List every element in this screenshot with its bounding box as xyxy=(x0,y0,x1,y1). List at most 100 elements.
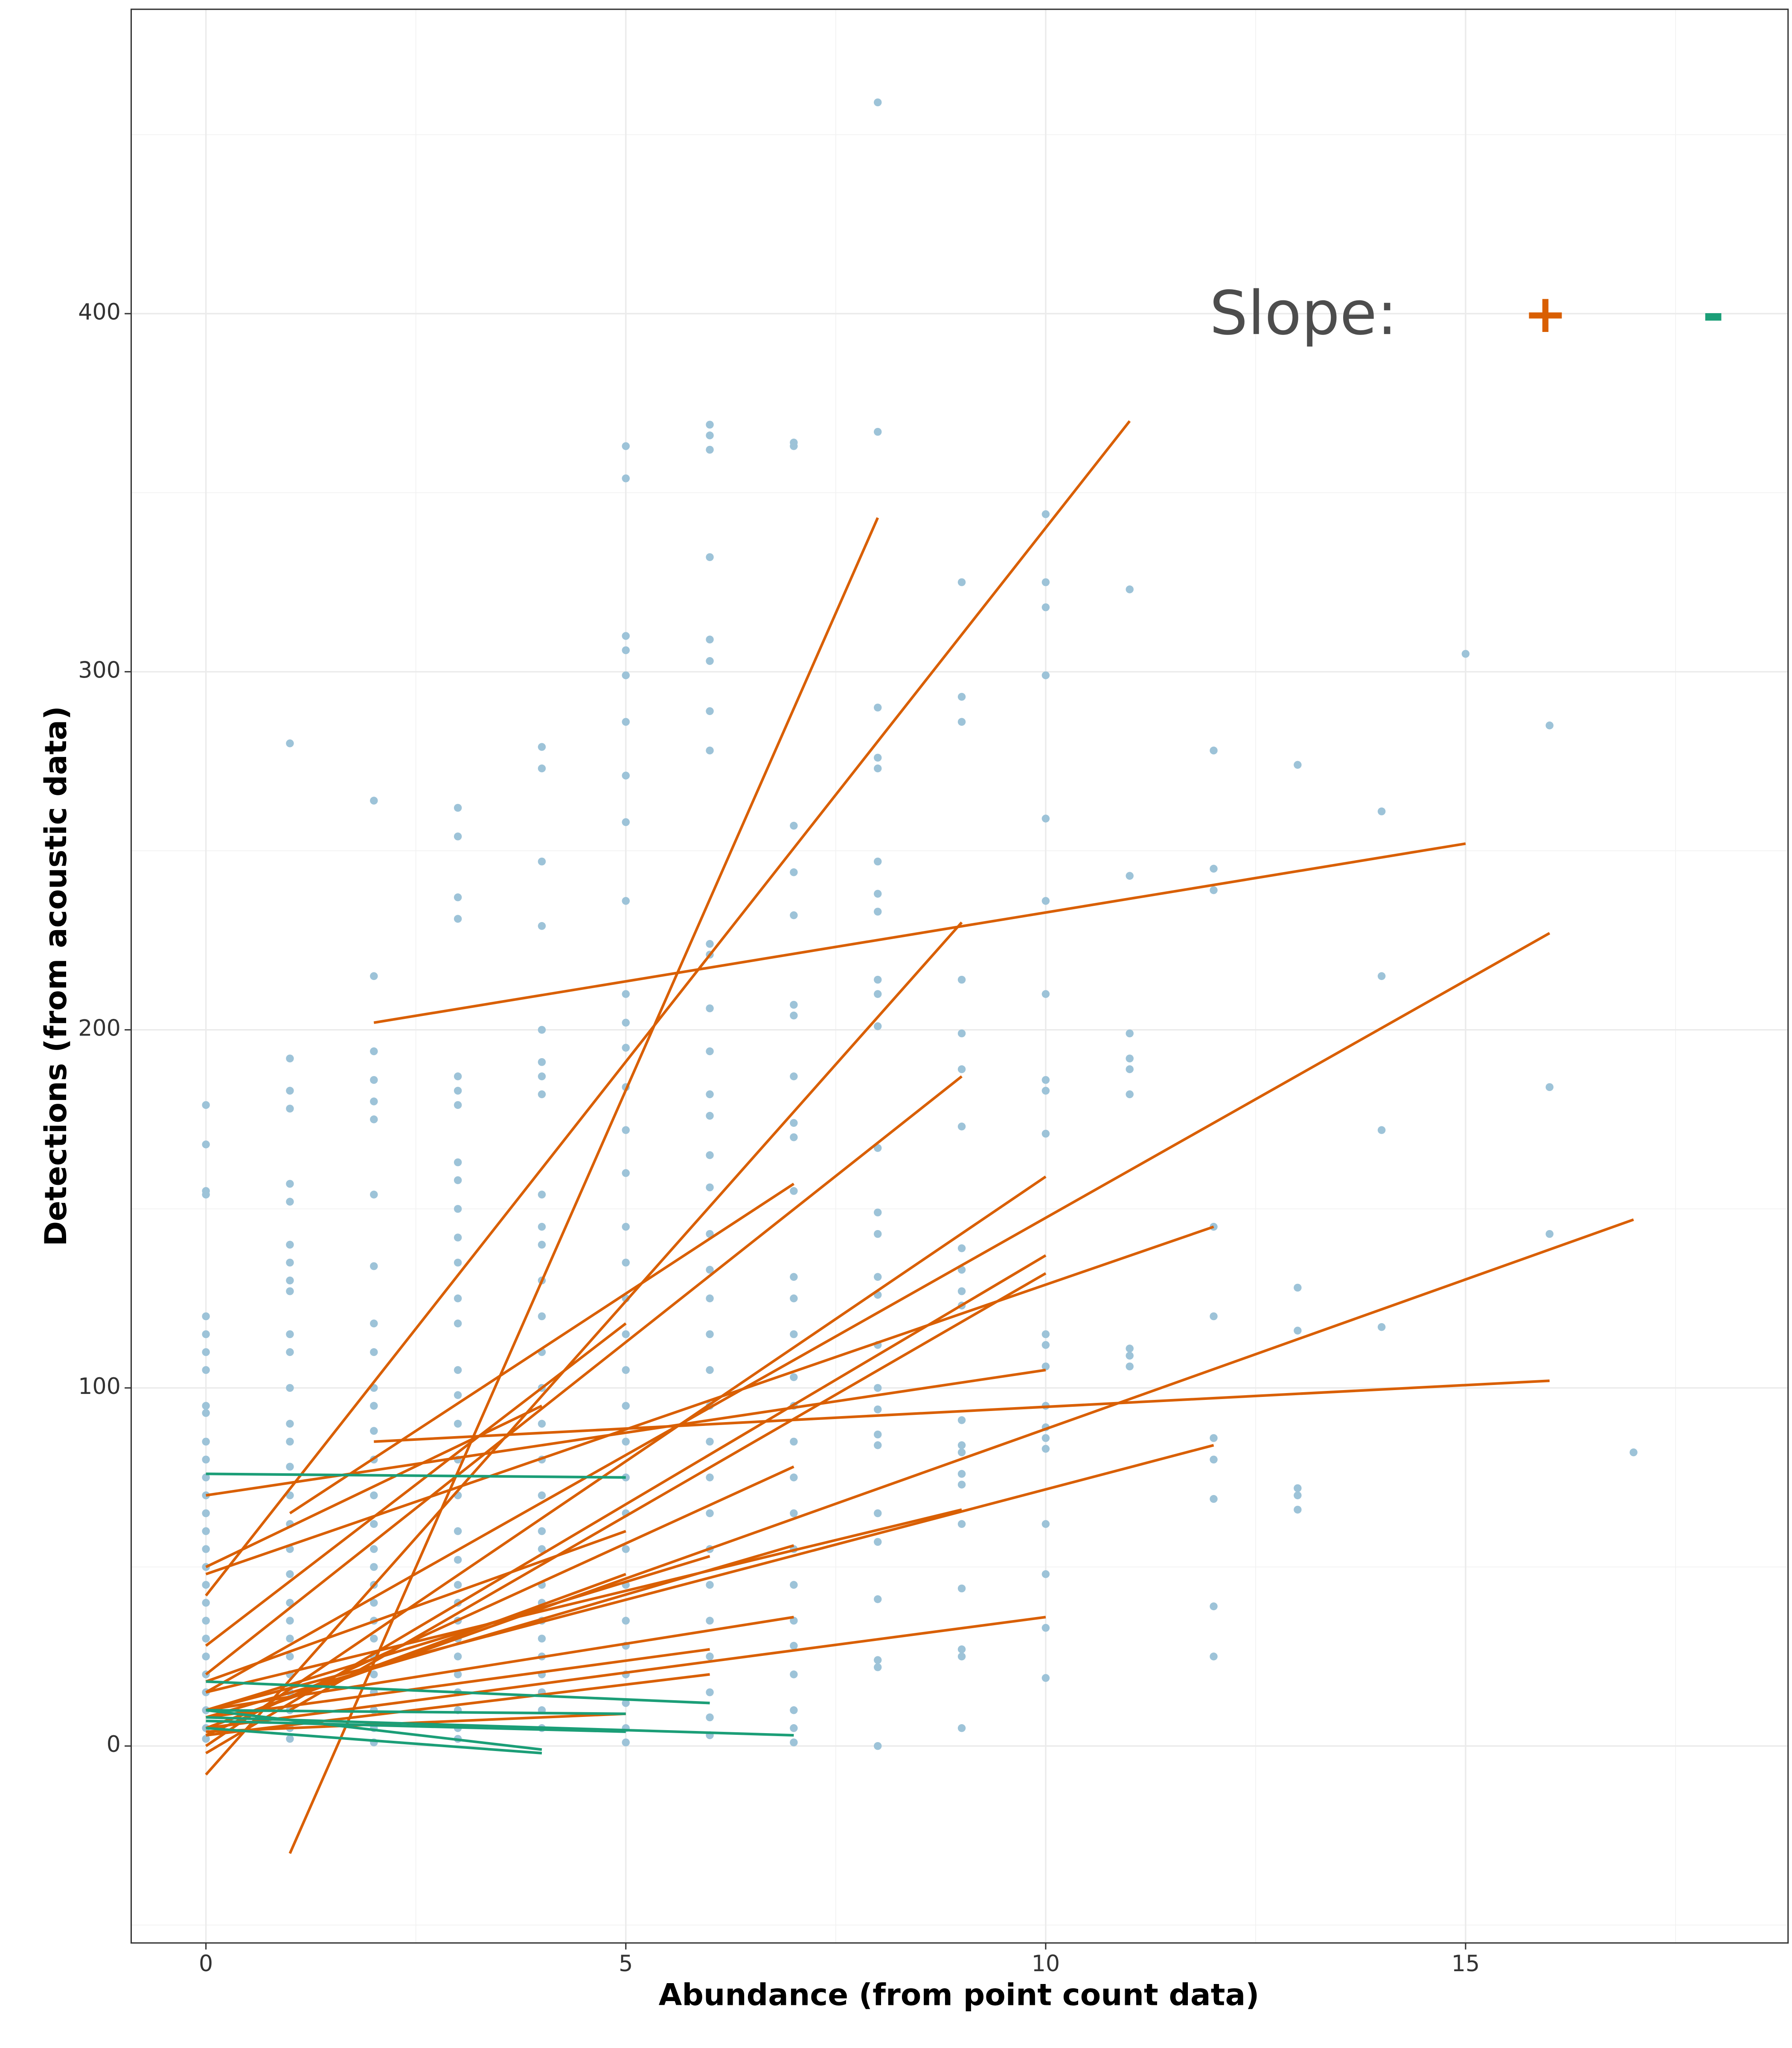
legend-title: Slope: xyxy=(1210,279,1397,349)
point xyxy=(202,1312,210,1321)
point xyxy=(370,1190,378,1199)
point xyxy=(454,1391,462,1399)
point xyxy=(370,1262,378,1270)
point xyxy=(1545,721,1554,730)
point xyxy=(790,1001,798,1009)
point xyxy=(790,1473,798,1481)
point xyxy=(286,1258,294,1267)
point xyxy=(622,442,630,450)
point xyxy=(286,1570,294,1578)
point xyxy=(370,1635,378,1643)
point xyxy=(790,1670,798,1679)
point xyxy=(454,1258,462,1267)
point xyxy=(202,1735,210,1743)
y-axis-title: Detections (from acoustic data) xyxy=(38,706,73,1246)
point xyxy=(706,1183,714,1192)
fit-line xyxy=(373,842,1466,1024)
point xyxy=(957,1652,966,1661)
point xyxy=(790,1581,798,1589)
point xyxy=(957,1065,966,1073)
point xyxy=(538,1420,546,1428)
point xyxy=(622,818,630,826)
point xyxy=(454,1205,462,1213)
point xyxy=(1377,807,1386,815)
point xyxy=(1041,510,1050,518)
point xyxy=(873,1509,882,1517)
fit-line xyxy=(206,1719,626,1733)
point xyxy=(706,1688,714,1696)
point xyxy=(706,657,714,665)
y-tick-label: 400 xyxy=(78,299,121,325)
point xyxy=(454,1366,462,1374)
point xyxy=(370,1402,378,1410)
point xyxy=(538,1312,546,1321)
x-tick-label: 10 xyxy=(1032,1951,1060,1977)
point xyxy=(790,1330,798,1338)
fit-line xyxy=(205,1075,963,1676)
fit-line xyxy=(288,517,879,1854)
point xyxy=(1041,1362,1050,1370)
point xyxy=(873,704,882,712)
point xyxy=(1041,1674,1050,1682)
point xyxy=(1210,886,1218,894)
point xyxy=(706,1509,714,1517)
point xyxy=(202,1581,210,1589)
point xyxy=(790,1738,798,1747)
point xyxy=(622,897,630,905)
point xyxy=(286,1348,294,1356)
point xyxy=(286,1087,294,1095)
point xyxy=(873,908,882,916)
point xyxy=(538,1635,546,1643)
point xyxy=(622,1126,630,1134)
point xyxy=(622,1169,630,1177)
legend-entry: + xyxy=(1523,284,1567,345)
point xyxy=(1041,1445,1050,1453)
point xyxy=(957,1287,966,1295)
point xyxy=(706,1004,714,1012)
point xyxy=(622,1617,630,1625)
point xyxy=(706,1437,714,1446)
point xyxy=(202,1652,210,1661)
point xyxy=(622,1258,630,1267)
point xyxy=(370,1599,378,1607)
point xyxy=(454,1087,462,1095)
fit-line xyxy=(205,1175,1047,1747)
point xyxy=(1126,1090,1134,1098)
point xyxy=(454,1652,462,1661)
point xyxy=(622,646,630,655)
point xyxy=(706,1366,714,1374)
point xyxy=(370,1427,378,1435)
point xyxy=(790,868,798,876)
fit-line xyxy=(205,932,1551,1694)
y-tick-label: 100 xyxy=(78,1373,121,1399)
point xyxy=(370,1520,378,1528)
point xyxy=(873,857,882,866)
point xyxy=(1041,1624,1050,1632)
x-tick-label: 5 xyxy=(619,1951,633,1977)
point xyxy=(790,1373,798,1381)
point xyxy=(957,1448,966,1457)
point xyxy=(538,1491,546,1499)
point xyxy=(873,1273,882,1281)
point xyxy=(370,1076,378,1084)
point xyxy=(706,1265,714,1274)
point xyxy=(1377,1323,1386,1331)
point xyxy=(1126,1054,1134,1063)
fit-line xyxy=(205,1218,1634,1730)
point xyxy=(790,822,798,830)
point xyxy=(202,1455,210,1464)
point xyxy=(1041,1570,1050,1578)
point xyxy=(790,1072,798,1080)
point xyxy=(790,1011,798,1020)
point xyxy=(202,1348,210,1356)
point xyxy=(286,1054,294,1063)
point xyxy=(706,1047,714,1056)
legend: Slope: + - xyxy=(1210,279,1724,349)
fit-line xyxy=(206,1616,794,1712)
point xyxy=(1210,1455,1218,1464)
point xyxy=(873,1384,882,1392)
point xyxy=(202,1409,210,1417)
point xyxy=(873,98,882,107)
point xyxy=(622,1044,630,1052)
point xyxy=(286,1180,294,1188)
